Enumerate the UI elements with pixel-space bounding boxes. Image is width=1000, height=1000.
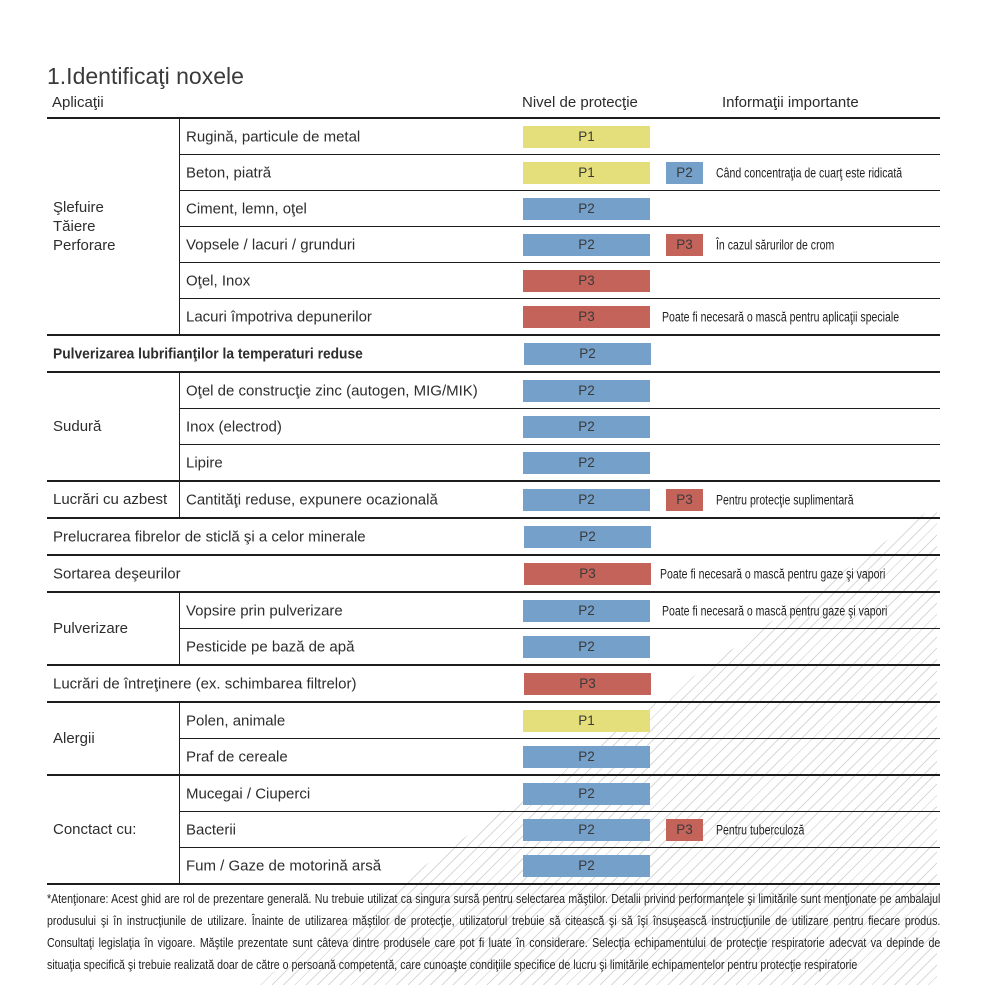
important-info-text: Poate fi necesară o mască pentru gaze şi…	[660, 566, 886, 581]
application-label: Oţel, Inox	[186, 272, 251, 289]
page-title: 1.Identificaţi noxele	[47, 63, 244, 90]
application-label: Lacuri împotriva depunerilor	[186, 308, 372, 325]
category-label: Alergii	[47, 703, 180, 774]
application-label: Praf de cereale	[186, 748, 288, 765]
application-label: Vopsele / lacuri / grunduri	[186, 236, 356, 253]
important-info-text: În cazul sărurilor de crom	[716, 237, 835, 252]
application-label: Beton, piatră	[186, 164, 272, 181]
protection-level-badge: P1	[523, 709, 650, 732]
application-label: Inox (electrod)	[186, 418, 282, 435]
secondary-protection-badge: P3	[666, 233, 703, 256]
category-label: Conctact cu:	[47, 776, 180, 883]
application-label: Bacterii	[186, 821, 237, 838]
protection-level-badge: P2	[523, 599, 650, 622]
application-label: Lucrări de întreţinere (ex. schimbarea f…	[53, 675, 357, 692]
protection-level-badge: P2	[523, 197, 650, 220]
table-row: Oţel, Inox P3	[180, 262, 940, 298]
table-section: Sudură Oţel de construcţie zinc (autogen,…	[47, 371, 940, 480]
table-row: Lucrări de întreţinere (ex. schimbarea f…	[47, 666, 940, 701]
important-info-text: Poate fi necesară o mască pentru gaze şi…	[662, 603, 888, 618]
table-row: Prelucrarea fibrelor de sticlă şi a celo…	[47, 519, 940, 554]
category-label: Sudură	[47, 373, 180, 480]
secondary-protection-badge: P3	[666, 818, 703, 841]
column-header-protection-level: Nivel de protecţie	[522, 94, 638, 111]
table-row: Oţel de construcţie zinc (autogen, MIG/M…	[180, 373, 940, 408]
protection-level-badge: P2	[523, 233, 650, 256]
table-row: Vopsire prin pulverizare P2 Poate fi neces…	[180, 593, 940, 628]
application-label: Rugină, particule de metal	[186, 128, 361, 145]
table-row: Bacterii P2 P3 Pentru tuberculoză	[180, 811, 940, 847]
footnote-container: *Atenţionare: Acest ghid are rol de prez…	[47, 888, 940, 976]
protection-level-badge: P1	[523, 161, 650, 184]
footnote-text: *Atenţionare: Acest ghid are rol de prez…	[47, 892, 941, 972]
protection-level-badge: P2	[523, 782, 650, 805]
application-label: Sortarea deşeurilor	[53, 565, 181, 582]
table-row: Cantităţi reduse, expunere ocazională P2 P…	[180, 482, 940, 517]
table-row: Vopsele / lacuri / grunduri P2 P3 În cazul …	[180, 226, 940, 262]
table-section: Sortarea deşeurilor P3 Poate fi necesară o…	[47, 554, 940, 591]
table-row: Mucegai / Ciuperci P2	[180, 776, 940, 811]
table-row: Polen, animale P1	[180, 703, 940, 738]
secondary-protection-badge: P3	[666, 488, 703, 511]
table-section: Lucrări de întreţinere (ex. schimbarea f…	[47, 664, 940, 701]
table-row: Lacuri împotriva depunerilor P3 Poate fi n…	[180, 298, 940, 334]
application-label: Polen, animale	[186, 712, 286, 729]
protection-level-badge: P2	[524, 342, 651, 365]
table-column-headers: Aplicaţii Nivel de protecţie Informaţii …	[47, 94, 940, 116]
important-info-text: Poate fi necesară o mască pentru aplicaţ…	[662, 309, 900, 324]
table-row: Lipire P2	[180, 444, 940, 480]
category-label: Pulverizare	[47, 593, 180, 664]
protection-level-badge: P2	[523, 379, 650, 402]
applications-table: Şlefuire Tăiere Perforare Rugină, particu…	[47, 117, 940, 885]
secondary-protection-badge: P2	[666, 161, 703, 184]
protection-level-badge: P2	[523, 415, 650, 438]
table-section: Alergii Polen, animale P1 Praf de cereale P2	[47, 701, 940, 774]
table-section: Prelucrarea fibrelor de sticlă şi a celo…	[47, 517, 940, 554]
table-row: Pesticide pe bază de apă P2	[180, 628, 940, 664]
category-label: Lucrări cu azbest	[47, 482, 180, 517]
table-row: Inox (electrod) P2	[180, 408, 940, 444]
table-section: Conctact cu: Mucegai / Ciuperci P2 Bacterii…	[47, 774, 940, 883]
protection-level-badge: P2	[523, 818, 650, 841]
protection-level-badge: P3	[523, 269, 650, 292]
application-label: Pulverizarea lubrifianţilor la temperatu…	[53, 345, 363, 362]
application-label: Ciment, lemn, oţel	[186, 200, 307, 217]
important-info-text: Pentru tuberculoză	[716, 822, 805, 837]
application-label: Prelucrarea fibrelor de sticlă şi a celo…	[53, 528, 366, 545]
column-header-important-info: Informaţii importante	[722, 94, 859, 111]
table-row: Fum / Gaze de motorină arsă P2	[180, 847, 940, 883]
category-label: Şlefuire Tăiere Perforare	[47, 119, 180, 334]
protection-level-badge: P3	[523, 305, 650, 328]
protection-level-badge: P2	[523, 635, 650, 658]
application-label: Lipire	[186, 454, 223, 471]
column-header-applications: Aplicaţii	[52, 94, 104, 111]
application-label: Cantităţi reduse, expunere ocazională	[186, 491, 438, 508]
application-label: Vopsire prin pulverizare	[186, 602, 343, 619]
application-label: Fum / Gaze de motorină arsă	[186, 857, 382, 874]
table-row: Ciment, lemn, oţel P2	[180, 190, 940, 226]
protection-level-badge: P2	[523, 745, 650, 768]
protection-level-badge: P3	[524, 672, 651, 695]
application-label: Mucegai / Ciuperci	[186, 785, 311, 802]
protection-level-badge: P2	[523, 854, 650, 877]
important-info-text: Când concentraţia de cuarţ este ridicată	[716, 165, 903, 180]
table-row: Rugină, particule de metal P1	[180, 119, 940, 154]
application-label: Pesticide pe bază de apă	[186, 638, 355, 655]
table-section: Pulverizare Vopsire prin pulverizare P2 Poa…	[47, 591, 940, 664]
application-label: Oţel de construcţie zinc (autogen, MIG/M…	[186, 382, 478, 399]
table-section: Şlefuire Tăiere Perforare Rugină, particu…	[47, 119, 940, 334]
table-section: Lucrări cu azbest Cantităţi reduse, expun…	[47, 480, 940, 517]
table-row: Praf de cereale P2	[180, 738, 940, 774]
protection-level-badge: P2	[523, 488, 650, 511]
protection-level-badge: P2	[524, 525, 651, 548]
table-section: Pulverizarea lubrifianţilor la temperatu…	[47, 334, 940, 371]
important-info-text: Pentru protecţie suplimentară	[716, 492, 854, 507]
protection-level-badge: P1	[523, 125, 650, 148]
table-row: Pulverizarea lubrifianţilor la temperatu…	[47, 336, 940, 371]
table-row: Beton, piatră P1 P2 Când concentraţia de cu…	[180, 154, 940, 190]
protection-level-badge: P3	[524, 562, 651, 585]
table-row: Sortarea deşeurilor P3 Poate fi necesară o…	[47, 556, 940, 591]
protection-level-badge: P2	[523, 451, 650, 474]
